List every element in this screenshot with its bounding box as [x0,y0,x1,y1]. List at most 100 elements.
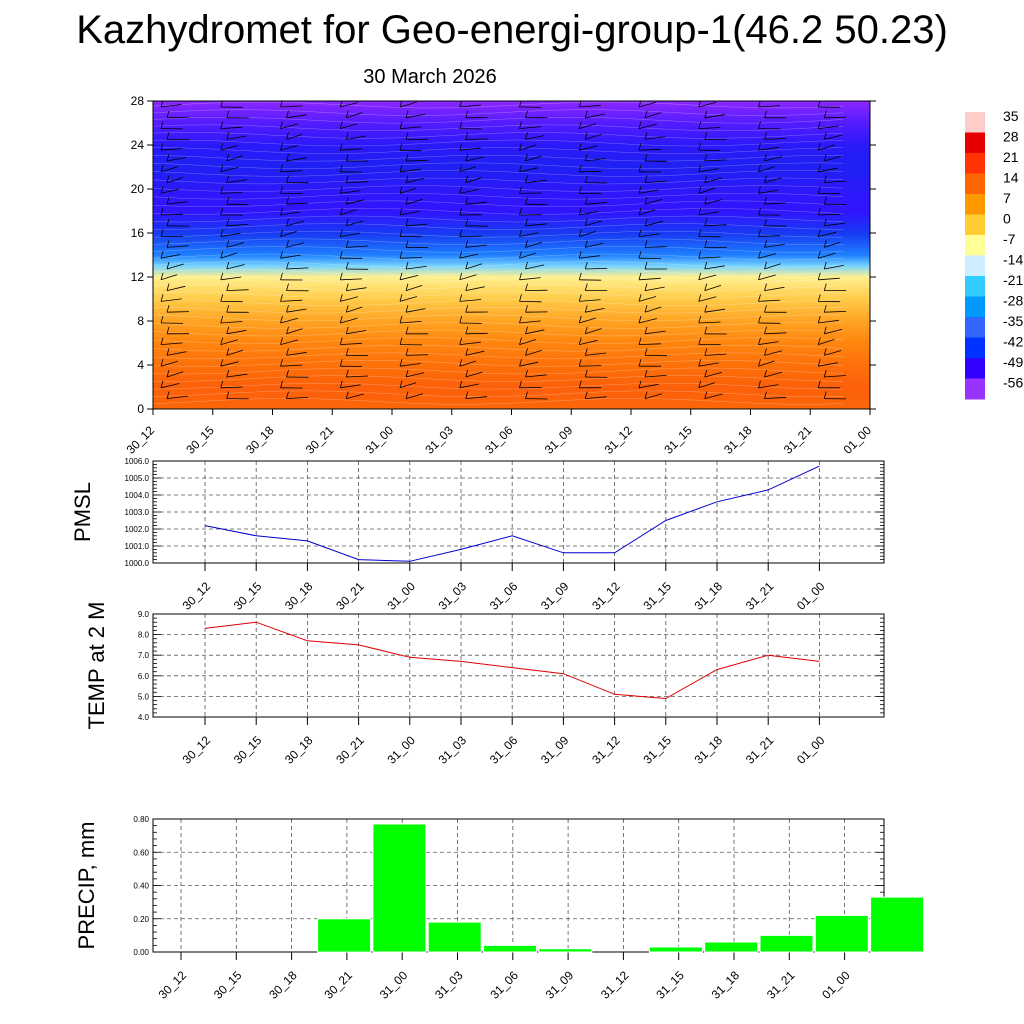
colorbar-label: -49 [1003,354,1023,370]
wind-barb-flag [584,326,588,334]
wind-barb-flag [584,283,588,291]
wind-barb-flag [465,369,469,378]
panel-xtick-label: 31_03 [432,968,466,1002]
wind-barb-flag [644,305,648,313]
wind-barb-flag [884,176,886,183]
wind-barb-flag [764,348,767,356]
panel-ytick-label: 0.00 [133,948,149,957]
wind-barb-flag [884,262,886,269]
wind-barb-flag [823,326,827,334]
panel-ylabel: PRECIP, mm [74,822,99,950]
wind-barb [878,123,894,128]
wind-barb [286,220,305,227]
wind-barb [399,101,417,108]
wind-barb [280,231,297,237]
wind-barb [764,244,785,248]
wind-barb-flag [884,305,886,312]
wind-barb-flag [465,110,469,118]
wind-barb [280,123,299,129]
contour-line [153,116,844,124]
wind-barb-flag [764,305,767,313]
heatmap-xtick-label: 31_00 [363,423,397,457]
heatmap-ytick-label: 4 [137,358,144,372]
wind-barb-flag [817,186,821,194]
wind-barb [638,318,657,324]
wind-barb-flag [399,380,403,388]
wind-barb [585,242,604,248]
colorbar-label: 28 [1003,129,1019,145]
heatmap-contours [153,101,844,405]
wind-barb [698,187,715,194]
panel-xtick-label: 30_12 [180,733,214,767]
contour-line [153,344,844,352]
wind-barb-flag [758,315,761,324]
wind-barb [226,289,249,291]
wind-barb-flag [878,100,880,107]
wind-barb [459,383,479,389]
colorbar-swatch [965,276,985,297]
wind-barb-flag [405,348,409,356]
colorbar-swatch [965,337,985,359]
wind-barb [166,371,184,378]
contour-line [153,132,844,139]
panel-ytick-label: 1003.0 [125,508,150,517]
panel-ytick-label: 5.0 [138,692,150,701]
wind-barb-flag [345,326,349,334]
wind-barb-flag [220,143,224,151]
wind-barb [704,114,725,119]
wind-barb-flag [280,294,283,302]
precip-bar [427,921,482,953]
wind-barb-flag [823,175,827,183]
colorbar-swatch [965,255,985,277]
wind-barb-flag [764,391,767,399]
contour-line [153,322,844,329]
wind-barb-flag [280,121,283,129]
wind-barb [280,364,303,367]
panel-xtick-label: 31_09 [538,733,572,767]
wind-barb-flag [519,337,522,345]
panel-xtick-label: 31_06 [487,733,521,767]
wind-barb-flag [160,121,164,129]
wind-barb-flag [878,165,880,172]
wind-barb-flag [339,359,343,367]
heatmap-xtick-label: 31_21 [781,423,815,457]
heatmap-xtick-label: 31_12 [602,423,636,457]
wind-barb [758,360,775,367]
colorbar-label: -21 [1003,272,1023,288]
wind-barb-flag [405,261,409,270]
wind-barb [226,179,248,183]
wind-barb [399,275,419,281]
wind-barb [525,264,545,270]
wind-barb-flag [758,186,761,194]
wind-barb-flag [817,294,821,302]
wind-barb-flag [345,261,349,270]
wind-barb [878,318,894,323]
wind-barb-flag [286,305,289,313]
wind-barb-flag [878,122,880,129]
precip-bar [648,946,703,953]
wind-barb-flag [405,197,409,205]
wind-barb-flag [644,197,648,205]
wind-barb [818,144,835,151]
colorbar-swatch [965,173,985,195]
wind-barb-flag [226,348,230,356]
chart-subtitle: 30 March 2026 [363,66,497,88]
wind-barb [226,373,248,378]
wind-barb-flag [878,143,880,150]
wind-barb-flag [584,153,588,162]
colorbar-swatch [965,194,985,215]
panel-ytick-label: 1004.0 [125,491,150,500]
wind-barb-flag [764,132,767,140]
wind-barb [818,339,835,345]
panel-xtick-label: 31_21 [743,579,777,613]
colorbar-swatch [965,358,985,379]
wind-barb-flag [399,121,403,129]
wind-barb [525,135,545,140]
wind-barb-flag [166,110,170,118]
colorbar-swatch [965,235,985,256]
wind-barb-flag [465,153,469,162]
wind-barb [638,296,657,302]
wind-barb-flag [286,218,289,226]
wind-barb [226,224,249,227]
wind-barb-flag [578,294,582,302]
